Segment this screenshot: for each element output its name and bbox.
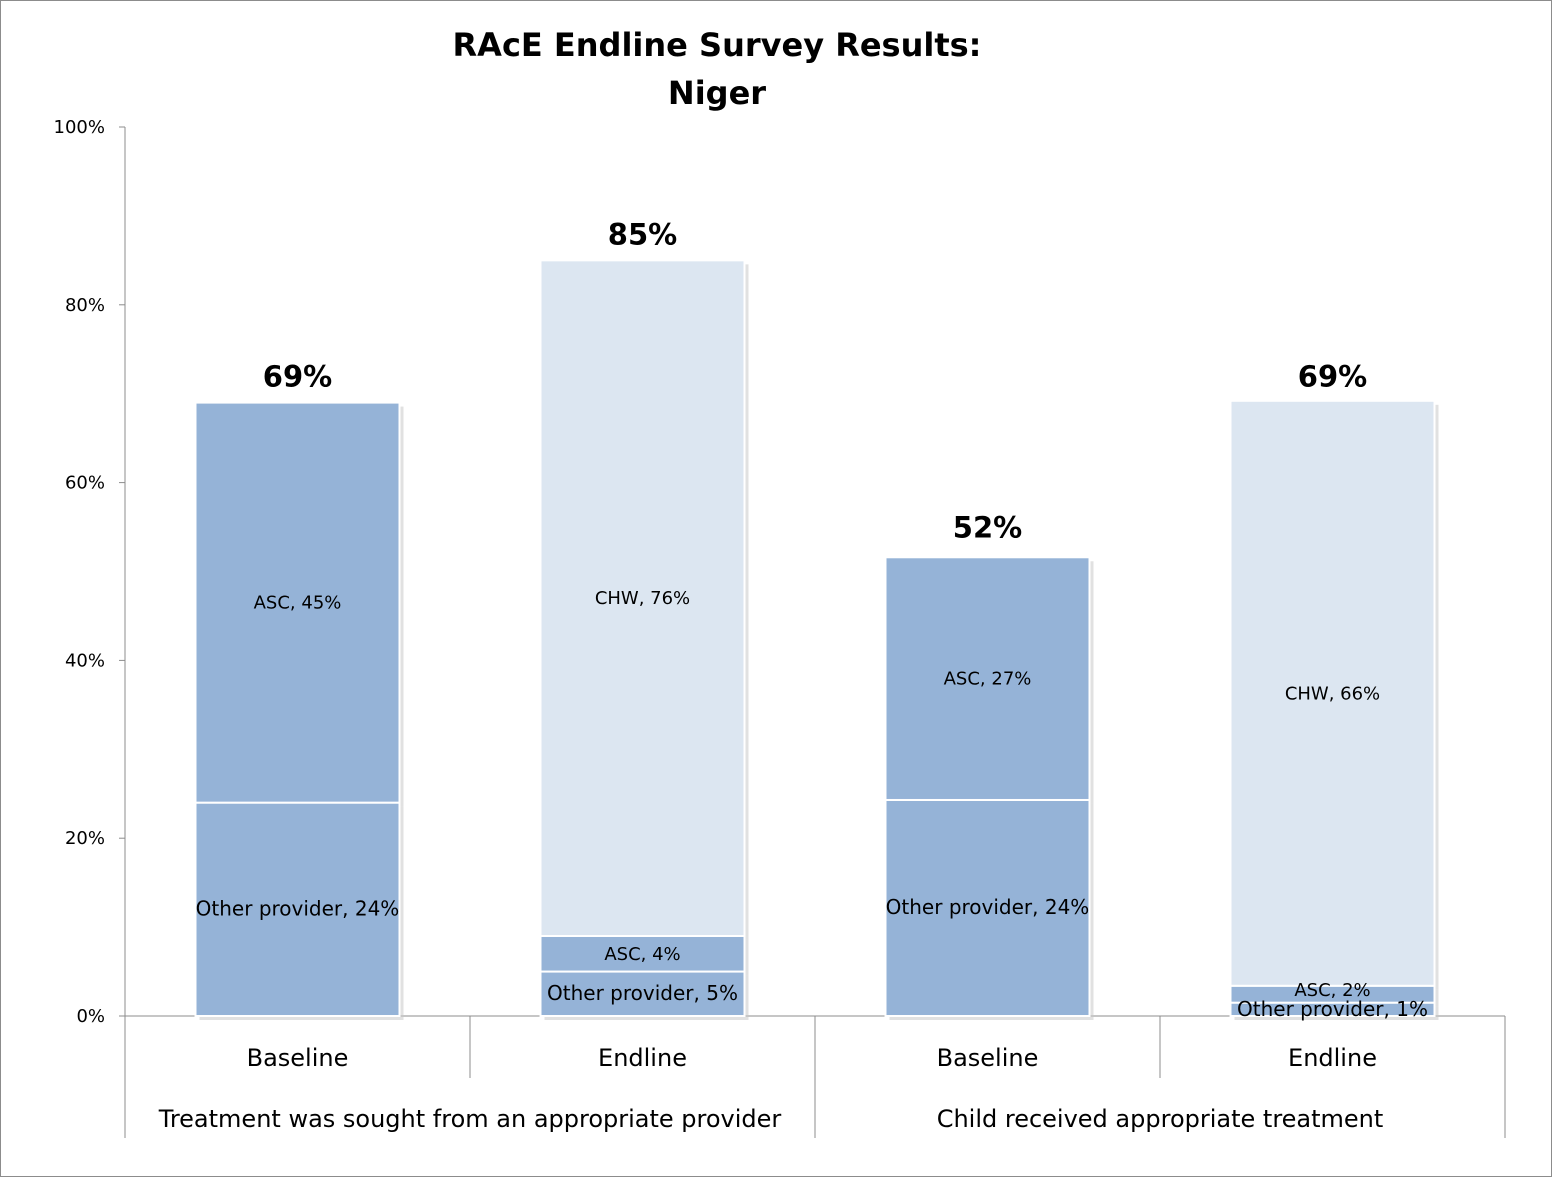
bar-segment-other-provider: [884, 798, 1091, 1018]
x-group-label: Child received appropriate treatment: [937, 1105, 1384, 1133]
segment-label: Other provider, 1%: [1237, 997, 1428, 1021]
x-group-label: Treatment was sought from an appropriate…: [158, 1105, 782, 1133]
segment-label: ASC, 45%: [254, 593, 342, 614]
y-tick-label: 100%: [54, 117, 105, 138]
segment-label: CHW, 66%: [1285, 683, 1380, 704]
segment-label: ASC, 4%: [604, 944, 680, 965]
bar-segment-other-provider: [194, 801, 401, 1018]
bar-total-label: 52%: [953, 511, 1022, 545]
x-category-label: Baseline: [937, 1044, 1039, 1072]
segment-label: CHW, 76%: [595, 588, 690, 609]
bars: [194, 259, 1439, 1020]
segment-label: Other provider, 24%: [886, 895, 1090, 919]
y-tick-label: 60%: [65, 473, 105, 494]
y-tick-label: 0%: [76, 1006, 105, 1027]
segment-label: ASC, 2%: [1294, 980, 1370, 1001]
segment-label: Other provider, 5%: [547, 981, 738, 1005]
y-tick-label: 80%: [65, 295, 105, 316]
x-category-label: Endline: [1288, 1044, 1377, 1072]
labels: Other provider, 24% ASC, 45% 69% Baseline Ot…: [158, 217, 1428, 1133]
chart-title-line-1: RAcE Endline Survey Results:: [453, 26, 982, 64]
bar-segment-asc: [884, 556, 1091, 801]
bar-total-label: 69%: [1298, 360, 1367, 394]
y-tick-label: 40%: [65, 650, 105, 671]
x-category-label: Baseline: [247, 1044, 349, 1072]
segment-label: ASC, 27%: [944, 669, 1032, 690]
bar-total-label: 85%: [608, 217, 677, 251]
chart-title-line-2: Niger: [668, 74, 766, 112]
bar-segment-other-provider: [539, 970, 746, 1017]
segment-label: Other provider, 24%: [196, 896, 400, 920]
bar-segment-asc: [194, 401, 401, 804]
x-category-label: Endline: [598, 1044, 687, 1072]
bar-total-label: 69%: [263, 360, 332, 394]
bar-segment-chw: [1229, 399, 1436, 987]
y-tick-label: 20%: [65, 828, 105, 849]
axes: 0% 20% 40% 60% 80% 100%: [54, 117, 1506, 1138]
bar-segment-chw: [539, 259, 746, 937]
